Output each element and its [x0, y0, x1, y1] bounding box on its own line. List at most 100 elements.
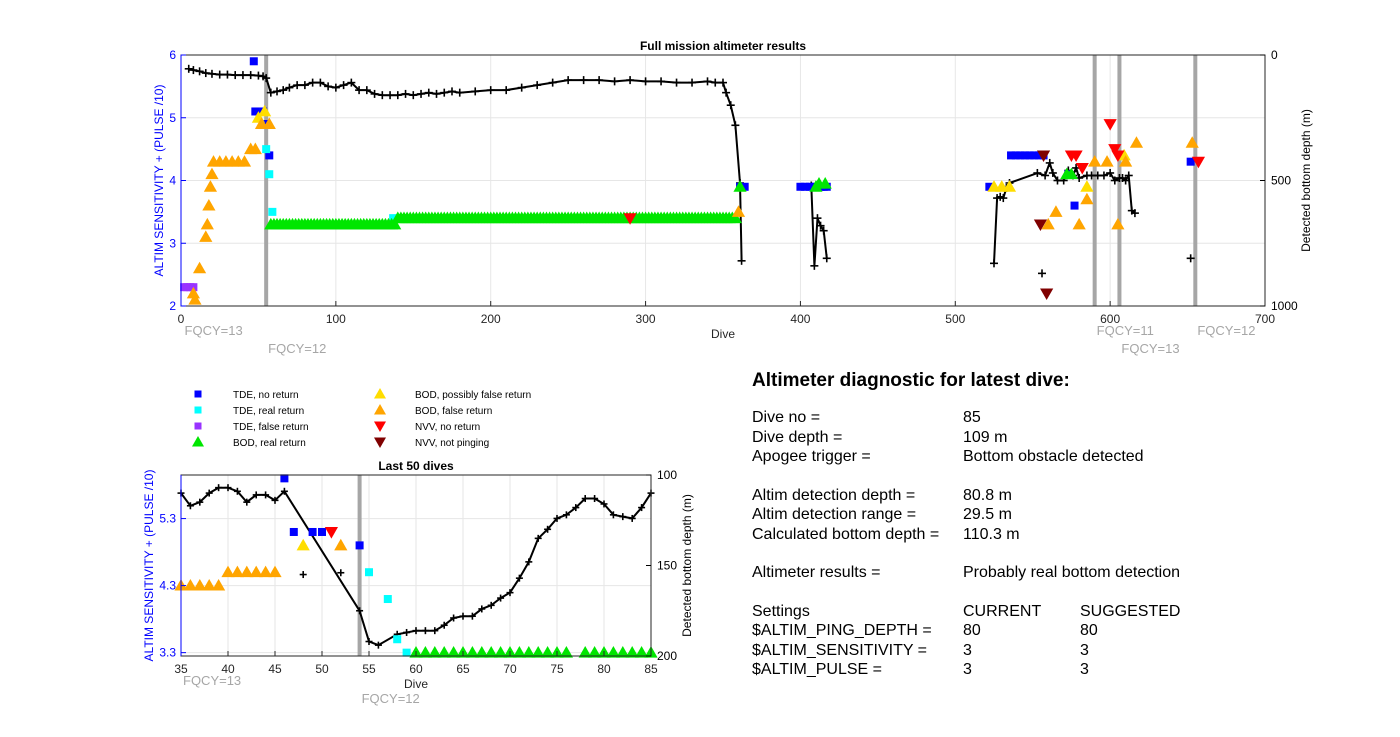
tde-marker [1025, 151, 1034, 160]
bod-marker [237, 155, 252, 167]
bod-marker [388, 217, 402, 230]
legend: TDE, no return TDE, real return TDE, false… [192, 388, 531, 449]
depth-point [355, 86, 364, 95]
nvv-marker [324, 527, 338, 539]
depth-point [401, 89, 410, 98]
depth-point [572, 504, 580, 512]
tde-marker [262, 145, 271, 154]
depth-point [196, 498, 204, 506]
setting-label: $ALTIM_SENSITIVITY = [752, 641, 928, 659]
altim-detection-range-label: Altim detection range = [752, 506, 917, 523]
depth-point [595, 76, 604, 85]
bod-marker [531, 646, 545, 658]
depth-point [609, 511, 617, 519]
depth-point [424, 88, 433, 97]
legend-label: BOD, possibly false return [415, 390, 531, 401]
depth-point [581, 495, 589, 503]
depth-point [579, 76, 588, 85]
tde-marker [318, 527, 326, 536]
altim-detection-depth-label: Altim detection depth = [752, 486, 916, 504]
bod-marker [484, 646, 498, 658]
bod-marker [588, 646, 602, 658]
depth-point [417, 89, 426, 98]
tde-marker [268, 207, 277, 216]
altim-detection-range-value: 29.5 m [963, 506, 1012, 523]
depth-point [726, 101, 735, 110]
depth-point [1041, 171, 1050, 180]
depth-point [279, 86, 288, 95]
nvv-marker [1040, 288, 1054, 301]
bod-marker [731, 205, 746, 217]
tde-marker [805, 182, 814, 191]
bod-marker [1041, 217, 1055, 230]
depth-point [497, 594, 505, 602]
tde-marker [1007, 151, 1016, 160]
depth-point [409, 91, 418, 100]
depth-point [1033, 168, 1042, 177]
depth-point [186, 502, 194, 510]
bod-marker [437, 646, 451, 658]
depth-point [610, 77, 619, 86]
depth-point [737, 256, 746, 265]
setting-current: 3 [963, 661, 972, 678]
nvv-marker [374, 421, 386, 432]
depth-point [280, 487, 288, 495]
bod-marker [1185, 136, 1199, 148]
dive-depth-label: Dive depth = [752, 428, 843, 446]
x-tick-label: 500 [945, 312, 965, 326]
depth-point [722, 88, 731, 97]
bod-marker [212, 579, 226, 591]
depth-point [331, 83, 340, 92]
depth-point [238, 71, 247, 80]
bod-marker [578, 646, 592, 658]
tde-marker [265, 170, 274, 179]
x-tick-label: 55 [362, 662, 376, 676]
altim-detection-depth-row: Altim detection depth = 80.8 m [752, 486, 1372, 506]
bod-marker [1080, 180, 1094, 192]
calculated-bottom-depth-row: Calculated bottom depth = 110.3 m [752, 525, 1372, 545]
legend-label: TDE, false return [233, 422, 309, 433]
depth-point [626, 76, 635, 85]
tde-marker [393, 635, 402, 644]
y2-tick-label: 100 [657, 468, 677, 482]
fqcy-label: FQCY=12 [362, 691, 420, 706]
tde-marker [265, 151, 274, 160]
depth-point [205, 489, 213, 497]
setting-label: $ALTIM_PULSE = [752, 661, 882, 678]
depth-point [252, 491, 260, 499]
depth-point [347, 78, 356, 87]
x-tick-label: 300 [636, 312, 656, 326]
bod-marker [374, 404, 386, 415]
depth-point [300, 81, 309, 90]
depth-point [619, 513, 627, 521]
setting-current: 80 [963, 622, 981, 639]
settings-header-label: Settings [752, 602, 810, 620]
depth-point [1038, 269, 1047, 278]
depth-point [657, 77, 666, 86]
full-mission-chart: 0 100 200 300 400 500 600 700 2 3 4 5 6 0 500 1000 Full … [152, 39, 1313, 356]
depth-point [403, 628, 411, 636]
bod-marker [188, 293, 202, 305]
y-tick-label: 4 [169, 174, 176, 188]
depth-point [273, 87, 282, 96]
depth-point [1110, 176, 1119, 185]
bod-marker [728, 211, 742, 224]
depth-point [641, 77, 650, 86]
bod-marker [199, 230, 213, 242]
depth-point [365, 638, 373, 646]
depth-point [506, 589, 514, 597]
depth-point [324, 82, 333, 91]
depth-point [246, 71, 255, 80]
x-tick-label: 75 [550, 662, 564, 676]
fqcy-label: FQCY=13 [183, 673, 241, 688]
bod-marker [475, 646, 489, 658]
tde-marker [289, 527, 298, 536]
dive-no-row: Dive no = 85 [752, 408, 1372, 428]
bod-marker [1111, 217, 1125, 230]
nvv-marker [1108, 144, 1122, 156]
x-axis-label: Dive [711, 327, 735, 341]
bod-marker [193, 579, 207, 591]
bod-marker [203, 180, 218, 192]
y-tick-label: 2 [169, 299, 176, 313]
